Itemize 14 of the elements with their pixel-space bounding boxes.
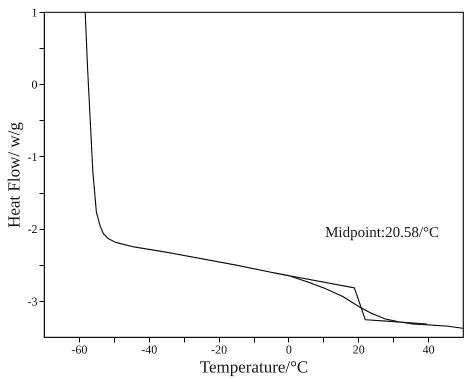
x-tick-label: 0 xyxy=(286,342,292,356)
y-tick-label: -1 xyxy=(28,150,38,164)
y-tick-label: 0 xyxy=(32,78,38,92)
x-tick-label: -20 xyxy=(211,342,228,356)
y-tick-label: -3 xyxy=(28,294,38,308)
y-axis-title: Heat Flow/ w/g xyxy=(4,122,24,228)
x-axis-title: Temperature/°C xyxy=(200,358,308,376)
annotation: Midpoint:20.58/°C xyxy=(325,225,439,241)
x-tick-label: -60 xyxy=(71,342,88,356)
x-tick-label: 40 xyxy=(422,342,435,356)
y-tick-label: 1 xyxy=(32,6,38,20)
x-tick-label: 20 xyxy=(352,342,365,356)
x-tick-label: -40 xyxy=(141,342,158,356)
y-tick-label: -2 xyxy=(28,222,38,236)
